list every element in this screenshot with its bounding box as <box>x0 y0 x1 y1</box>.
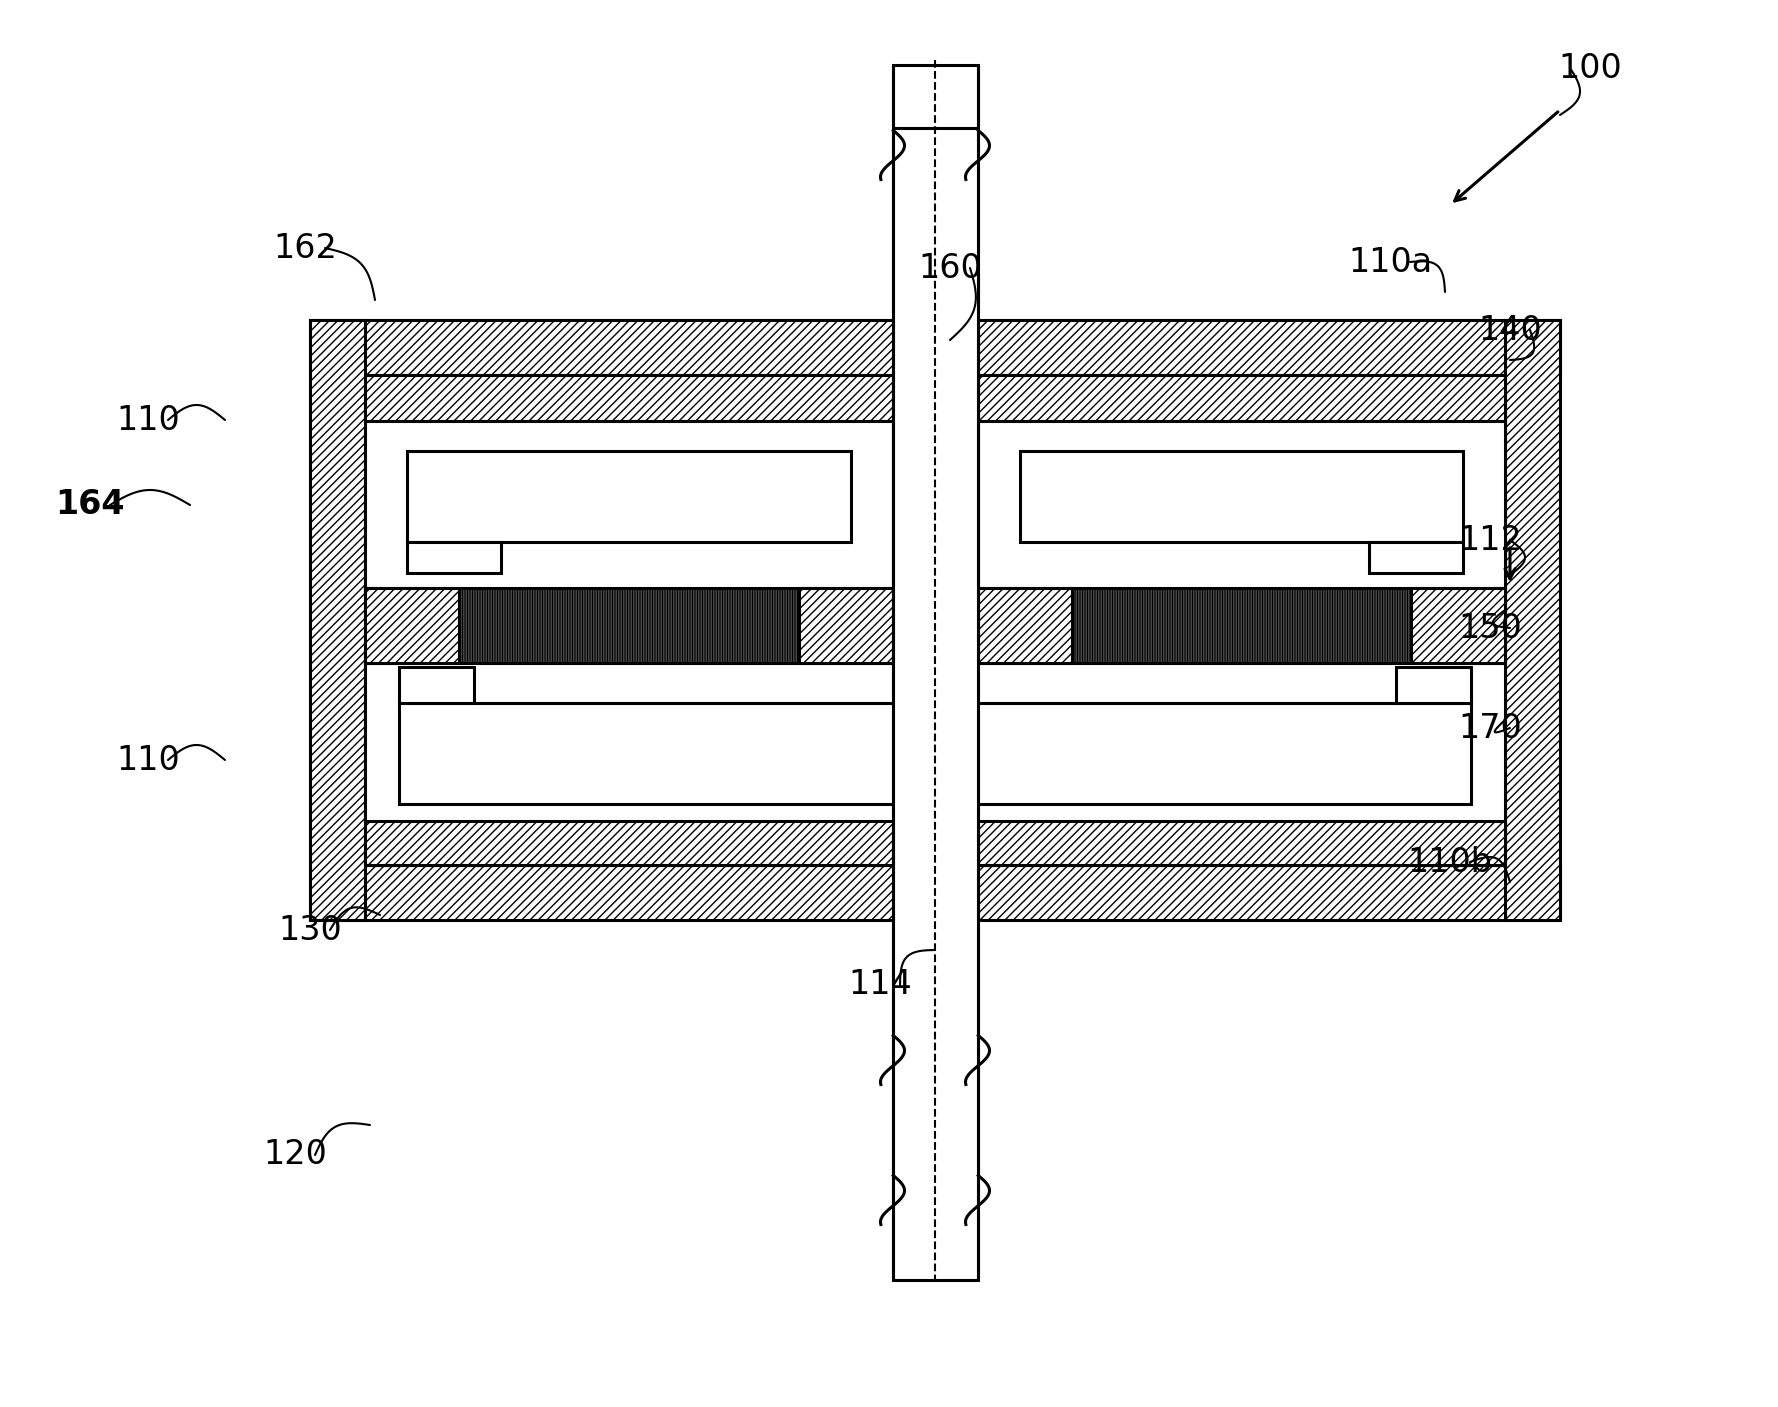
Bar <box>798 588 893 663</box>
Text: 160: 160 <box>917 252 981 284</box>
Text: 162: 162 <box>274 232 338 265</box>
Text: 120: 120 <box>263 1138 327 1172</box>
Bar <box>309 865 1559 920</box>
Bar <box>364 421 893 588</box>
Text: 114: 114 <box>848 968 912 1002</box>
Text: 110: 110 <box>116 743 180 777</box>
Bar <box>459 588 798 663</box>
Bar <box>309 319 364 920</box>
Bar <box>364 588 459 663</box>
Bar <box>893 65 978 1280</box>
Bar <box>978 588 1072 663</box>
Bar <box>1504 319 1559 920</box>
Text: 110b: 110b <box>1408 846 1492 878</box>
Bar <box>978 376 1504 421</box>
Text: 150: 150 <box>1458 612 1522 644</box>
Bar <box>1412 588 1504 663</box>
Bar <box>978 588 1504 663</box>
Text: 164: 164 <box>55 488 124 522</box>
Bar <box>893 319 978 920</box>
Text: 110a: 110a <box>1348 245 1431 279</box>
Text: 100: 100 <box>1558 52 1622 84</box>
Bar <box>1072 588 1412 663</box>
Text: 130: 130 <box>277 913 341 947</box>
Bar <box>364 663 1504 865</box>
Bar <box>398 704 1470 803</box>
Bar <box>407 452 850 542</box>
Bar <box>364 376 893 421</box>
Bar <box>1369 542 1463 573</box>
Text: 112: 112 <box>1458 523 1522 557</box>
Text: 170: 170 <box>1458 712 1522 744</box>
Bar <box>398 667 475 704</box>
Bar <box>1396 667 1470 704</box>
Bar <box>978 421 1504 588</box>
Bar <box>407 542 501 573</box>
Bar <box>364 822 893 865</box>
Bar <box>978 822 1504 865</box>
Text: 110: 110 <box>116 404 180 436</box>
Bar <box>1019 452 1463 542</box>
Bar <box>364 588 893 663</box>
Text: 140: 140 <box>1478 314 1542 346</box>
Bar <box>309 319 1559 376</box>
Bar <box>364 376 1504 865</box>
